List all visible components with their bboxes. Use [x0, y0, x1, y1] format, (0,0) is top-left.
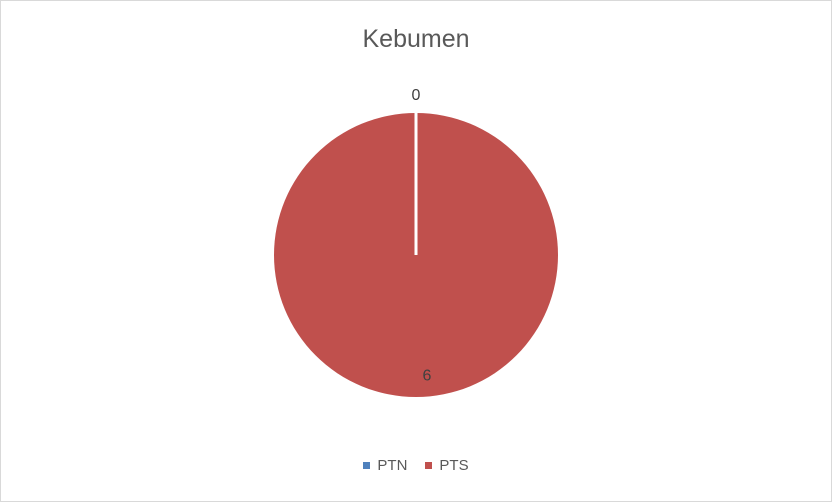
chart-title: Kebumen	[362, 25, 470, 53]
legend-label-pts: PTS	[439, 457, 469, 474]
legend-swatch-ptn	[363, 462, 371, 469]
legend-item-ptn: PTN	[363, 457, 407, 474]
legend: PTN PTS	[1, 457, 831, 474]
pie-data-labels: 06	[412, 87, 432, 385]
pie-slices	[274, 113, 558, 397]
data-label-pts: 6	[423, 368, 432, 385]
legend-item-pts: PTS	[425, 457, 469, 474]
legend-swatch-pts	[425, 462, 433, 469]
data-label-ptn: 0	[412, 87, 421, 104]
legend-label-ptn: PTN	[377, 457, 408, 474]
